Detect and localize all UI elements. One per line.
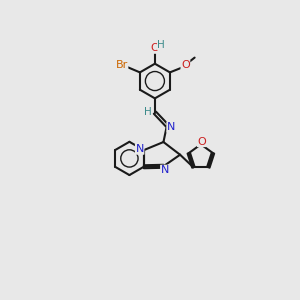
Text: Br: Br	[116, 60, 128, 70]
Text: O: O	[181, 60, 190, 70]
Text: O: O	[151, 43, 159, 53]
Text: H: H	[144, 106, 152, 116]
Text: H: H	[158, 40, 165, 50]
Text: N: N	[161, 165, 169, 175]
Text: O: O	[197, 136, 206, 147]
Text: N: N	[136, 144, 144, 154]
Text: N: N	[167, 122, 175, 132]
